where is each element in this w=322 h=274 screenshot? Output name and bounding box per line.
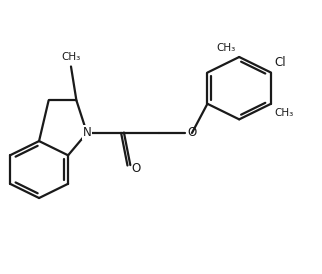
Text: N: N [82, 126, 91, 139]
Text: CH₃: CH₃ [217, 43, 236, 53]
Text: CH₃: CH₃ [62, 52, 80, 62]
Text: CH₃: CH₃ [274, 108, 293, 118]
Text: O: O [131, 162, 141, 175]
Text: Cl: Cl [274, 56, 286, 68]
Text: O: O [187, 126, 197, 139]
